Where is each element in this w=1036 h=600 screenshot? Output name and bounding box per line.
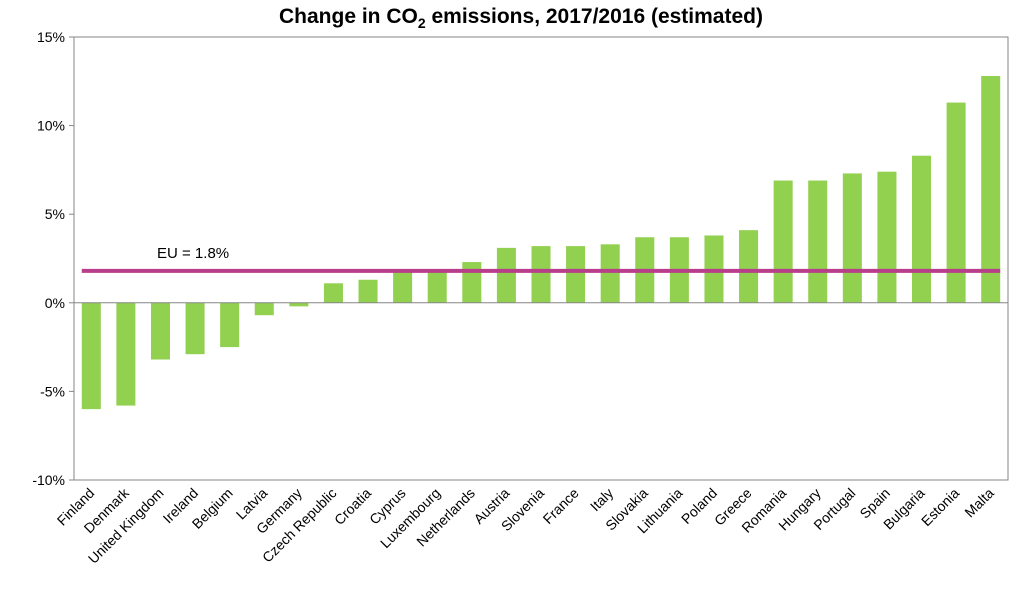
x-tick-label: Malta	[961, 485, 997, 521]
bar-cyprus	[393, 269, 413, 303]
bar-slovenia	[531, 246, 551, 303]
chart-title-suffix: emissions, 2017/2016 (estimated)	[426, 5, 763, 28]
bar-netherlands	[462, 262, 482, 303]
y-axis: -10% -5% 0% 5% 10% 15%	[32, 29, 74, 488]
bar-romania	[773, 180, 793, 303]
bar-latvia	[254, 302, 274, 316]
chart-title-prefix: Change in CO	[279, 5, 418, 28]
y-tick-label: -5%	[40, 383, 65, 399]
bar-belgium	[220, 302, 240, 348]
x-tick-label: Estonia	[918, 485, 962, 529]
y-tick-label: 10%	[37, 118, 65, 134]
chart-title-subscript: 2	[418, 15, 426, 31]
bar-united-kingdom	[150, 302, 170, 360]
bar-italy	[600, 244, 620, 303]
bar-czech-republic	[323, 283, 343, 303]
bar-portugal	[842, 173, 862, 303]
y-tick-label: 5%	[45, 206, 65, 222]
bar-austria	[496, 247, 516, 303]
bar-spain	[877, 171, 897, 303]
bar-croatia	[358, 279, 378, 303]
bar-hungary	[808, 180, 828, 303]
bar-france	[566, 246, 586, 303]
bar-denmark	[116, 302, 136, 406]
bar-finland	[81, 302, 101, 410]
y-tick-label: 0%	[45, 295, 65, 311]
x-tick-label: Italy	[587, 485, 616, 514]
bar-estonia	[946, 102, 966, 303]
plot-area-border	[73, 36, 1009, 481]
bar-bulgaria	[912, 155, 932, 303]
chart-title: Change in CO2 emissions, 2017/2016 (esti…	[279, 5, 763, 31]
bar-germany	[289, 302, 309, 307]
bar-malta	[981, 75, 1001, 303]
bar-ireland	[185, 302, 205, 355]
y-tick-label: 15%	[37, 29, 65, 45]
y-tick-label: -10%	[32, 472, 65, 488]
eu-average-label: EU = 1.8%	[157, 245, 229, 262]
bar-luxembourg	[427, 269, 447, 303]
x-tick-label: Croatia	[331, 485, 374, 528]
x-tick-label: France	[540, 485, 582, 527]
bar-series	[81, 75, 1001, 410]
bar-greece	[739, 230, 759, 303]
